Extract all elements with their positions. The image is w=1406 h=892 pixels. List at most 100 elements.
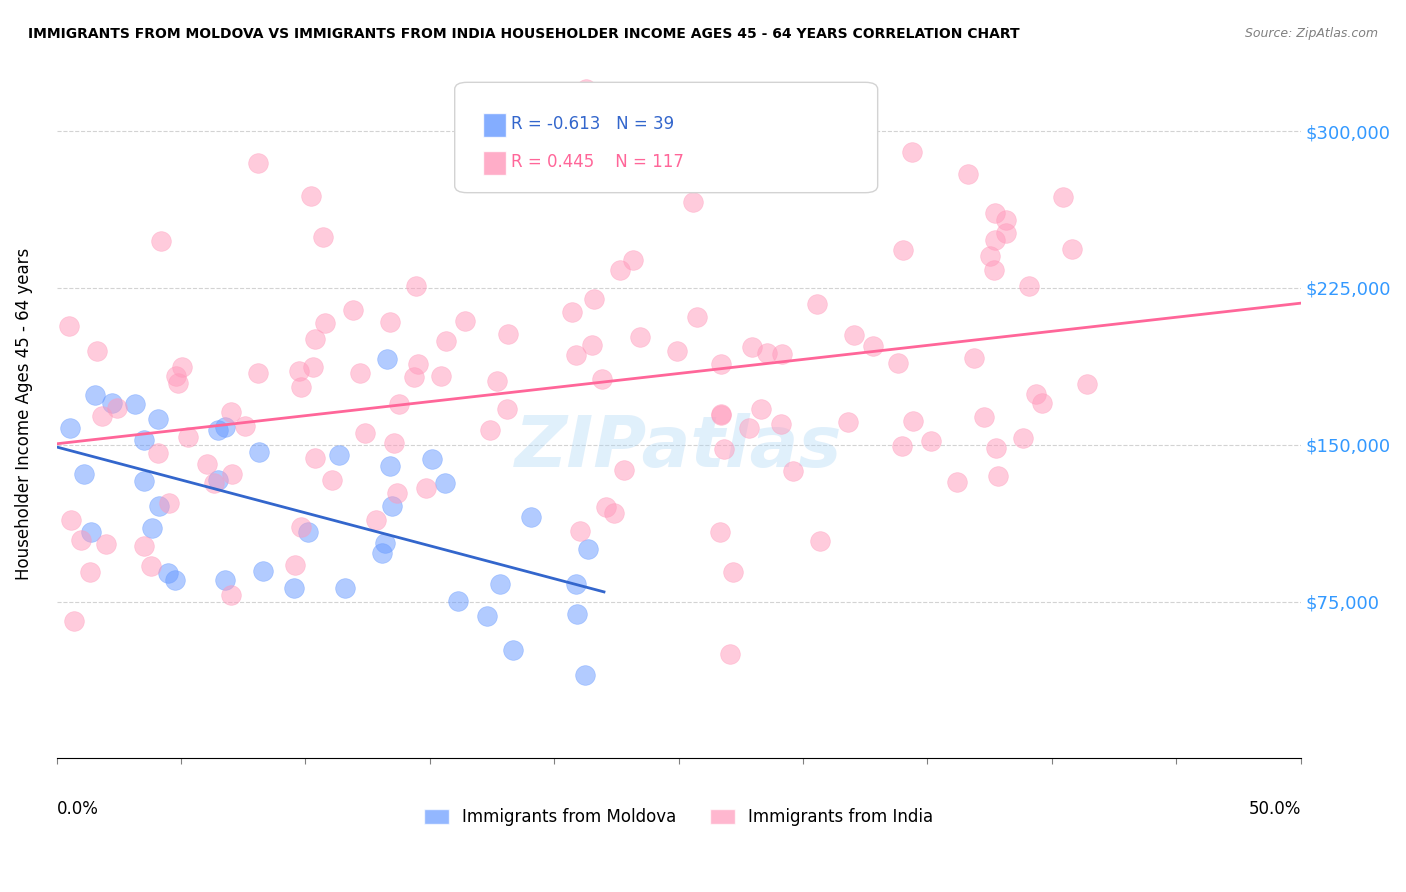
Immigrants from India	[583, 159, 606, 173]
Text: 0.0%: 0.0%	[56, 800, 98, 818]
Immigrants from India	[290, 520, 312, 534]
Immigrants from Moldova	[502, 642, 524, 657]
Immigrants from Moldova	[132, 474, 155, 488]
Immigrants from Moldova	[73, 467, 96, 481]
Immigrants from India	[312, 230, 335, 244]
Immigrants from Moldova	[141, 521, 163, 535]
Immigrants from India	[107, 401, 129, 415]
Immigrants from Moldova	[381, 500, 404, 514]
Immigrants from India	[404, 370, 426, 384]
Immigrants from India	[221, 467, 243, 481]
Immigrants from India	[221, 405, 243, 419]
Immigrants from India	[301, 359, 323, 374]
Immigrants from Moldova	[447, 594, 470, 608]
Immigrants from India	[862, 339, 884, 353]
Immigrants from Moldova	[146, 412, 169, 426]
Immigrants from India	[1025, 387, 1047, 401]
Immigrants from India	[195, 457, 218, 471]
Immigrants from India	[304, 450, 326, 465]
Immigrants from India	[769, 417, 792, 431]
Immigrants from India	[569, 524, 592, 538]
Text: R = -0.613   N = 39: R = -0.613 N = 39	[510, 115, 673, 133]
Immigrants from India	[602, 507, 624, 521]
Immigrants from India	[321, 473, 343, 487]
Immigrants from India	[349, 366, 371, 380]
Immigrants from India	[666, 343, 689, 358]
Immigrants from India	[718, 647, 741, 661]
Immigrants from India	[70, 533, 93, 547]
Text: 50.0%: 50.0%	[1249, 800, 1301, 818]
Immigrants from India	[613, 463, 636, 477]
Immigrants from Moldova	[124, 397, 146, 411]
Text: Source: ZipAtlas.com: Source: ZipAtlas.com	[1244, 27, 1378, 40]
Immigrants from India	[299, 189, 322, 203]
Immigrants from India	[582, 292, 605, 306]
Immigrants from Moldova	[214, 420, 236, 434]
Immigrants from India	[496, 326, 519, 341]
Immigrants from Moldova	[214, 574, 236, 588]
Immigrants from Moldova	[80, 525, 103, 540]
Immigrants from India	[984, 206, 1007, 220]
Text: ZIPatlas: ZIPatlas	[515, 413, 842, 483]
Immigrants from India	[388, 396, 411, 410]
Immigrants from India	[58, 319, 80, 334]
Immigrants from India	[973, 409, 995, 424]
Immigrants from Moldova	[433, 475, 456, 490]
Immigrants from India	[890, 438, 912, 452]
Immigrants from India	[382, 436, 405, 450]
Immigrants from Moldova	[378, 459, 401, 474]
Immigrants from India	[1018, 278, 1040, 293]
Immigrants from India	[496, 401, 519, 416]
Immigrants from India	[149, 234, 172, 248]
Immigrants from Moldova	[420, 451, 443, 466]
Immigrants from Moldova	[207, 474, 229, 488]
Bar	[484, 152, 506, 176]
Immigrants from India	[246, 156, 269, 170]
Immigrants from India	[290, 380, 312, 394]
Immigrants from India	[415, 481, 437, 495]
Immigrants from India	[478, 423, 501, 437]
Immigrants from India	[342, 303, 364, 318]
Immigrants from India	[987, 468, 1010, 483]
FancyBboxPatch shape	[454, 82, 877, 193]
Immigrants from Moldova	[247, 445, 270, 459]
Immigrants from India	[233, 419, 256, 434]
Immigrants from India	[837, 415, 859, 429]
Immigrants from India	[283, 558, 305, 573]
Immigrants from India	[486, 374, 509, 388]
Immigrants from Moldova	[374, 536, 396, 550]
Immigrants from India	[946, 475, 969, 489]
Immigrants from India	[621, 253, 644, 268]
Immigrants from India	[177, 430, 200, 444]
Immigrants from India	[756, 346, 779, 360]
Immigrants from Moldova	[333, 581, 356, 595]
Immigrants from India	[738, 421, 761, 435]
Immigrants from India	[901, 414, 924, 428]
Immigrants from Moldova	[83, 388, 105, 402]
Immigrants from Moldova	[59, 421, 82, 435]
Immigrants from India	[1052, 190, 1074, 204]
Immigrants from India	[314, 316, 336, 330]
Immigrants from India	[844, 327, 866, 342]
Text: IMMIGRANTS FROM MOLDOVA VS IMMIGRANTS FROM INDIA HOUSEHOLDER INCOME AGES 45 - 64: IMMIGRANTS FROM MOLDOVA VS IMMIGRANTS FR…	[28, 27, 1019, 41]
Immigrants from Moldova	[328, 448, 350, 462]
Immigrants from Moldova	[488, 577, 510, 591]
Immigrants from India	[581, 337, 603, 351]
Immigrants from India	[751, 401, 773, 416]
Immigrants from India	[353, 426, 375, 441]
Immigrants from Moldova	[574, 667, 596, 681]
Immigrants from India	[146, 446, 169, 460]
Immigrants from India	[561, 305, 583, 319]
Immigrants from India	[288, 364, 311, 378]
Immigrants from India	[986, 441, 1008, 455]
Immigrants from Moldova	[101, 396, 124, 410]
Immigrants from India	[141, 559, 163, 574]
Immigrants from India	[591, 372, 613, 386]
Immigrants from India	[682, 195, 704, 210]
Immigrants from India	[628, 330, 651, 344]
Immigrants from India	[963, 351, 986, 365]
Immigrants from Moldova	[565, 607, 588, 622]
Immigrants from India	[710, 409, 733, 423]
Immigrants from India	[891, 243, 914, 257]
Immigrants from India	[995, 212, 1018, 227]
